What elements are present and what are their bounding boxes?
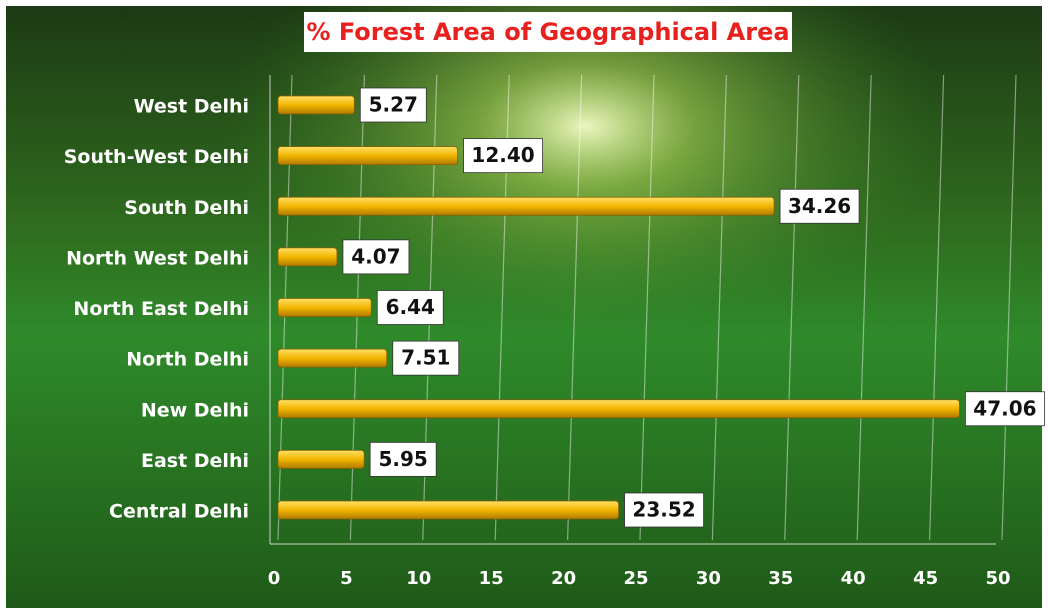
x-tick-label: 0 (268, 568, 281, 589)
bar (278, 299, 371, 317)
value-label: 5.95 (378, 447, 427, 471)
x-tick-label: 40 (841, 568, 866, 589)
value-label: 23.52 (632, 498, 695, 522)
x-tick-label: 35 (768, 568, 793, 589)
x-tick-label: 15 (479, 568, 504, 589)
category-label: North Delhi (126, 349, 249, 371)
value-label: 5.27 (369, 93, 418, 117)
bar (278, 349, 387, 367)
x-tick-label: 20 (551, 568, 576, 589)
value-label: 4.07 (351, 244, 400, 268)
x-tick-label: 50 (985, 568, 1010, 589)
value-label: 12.40 (471, 143, 534, 167)
category-label: South-West Delhi (64, 146, 249, 168)
bar (278, 248, 337, 266)
category-label: New Delhi (141, 399, 249, 421)
category-label: West Delhi (134, 96, 249, 118)
category-label: East Delhi (141, 450, 249, 472)
bar (278, 147, 458, 165)
value-label: 34.26 (788, 194, 851, 218)
category-label: North West Delhi (66, 247, 249, 269)
category-label: Central Delhi (109, 501, 249, 523)
chart-title: % Forest Area of Geographical Area (306, 18, 789, 46)
category-label: South Delhi (124, 197, 249, 219)
value-label: 47.06 (973, 396, 1036, 420)
value-label: 7.51 (401, 346, 450, 370)
x-tick-label: 45 (913, 568, 938, 589)
bar (278, 501, 619, 519)
bar (278, 96, 354, 114)
x-tick-label: 10 (406, 568, 431, 589)
chart: % Forest Area of Geographical Area 0 5 10 1… (0, 0, 1048, 614)
value-label: 6.44 (386, 295, 435, 319)
bar (278, 400, 959, 418)
category-label: North East Delhi (73, 298, 249, 320)
x-tick-label: 30 (696, 568, 721, 589)
bar (278, 197, 774, 215)
x-tick-label: 25 (623, 568, 648, 589)
bar (278, 450, 364, 468)
x-tick-label: 5 (340, 568, 353, 589)
